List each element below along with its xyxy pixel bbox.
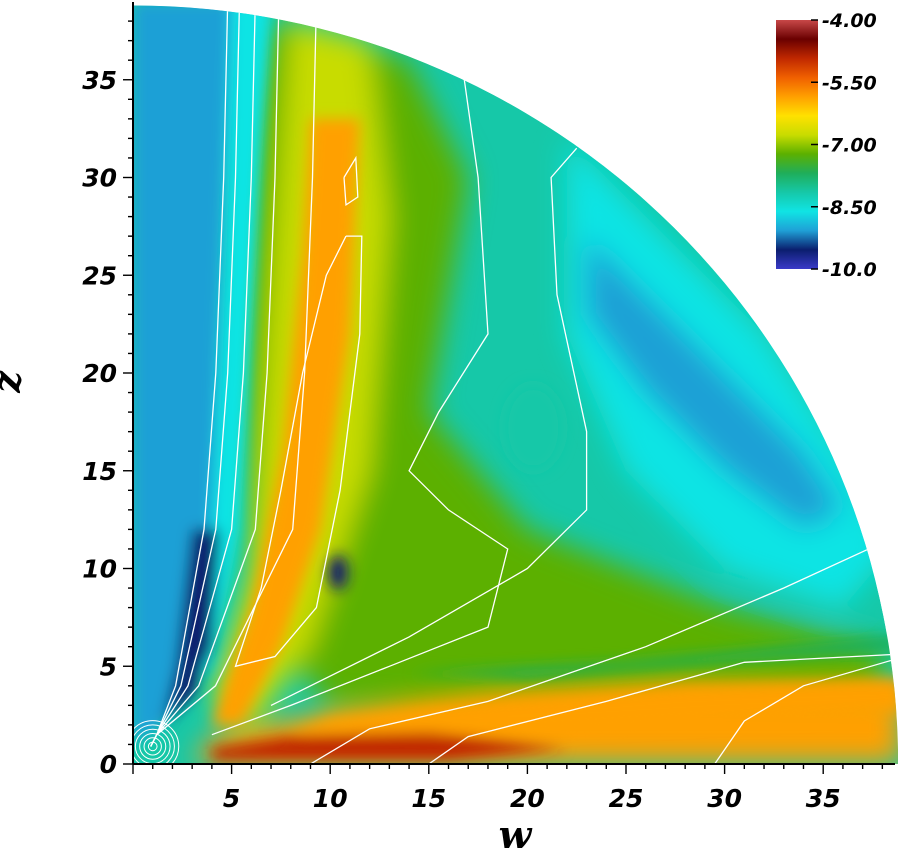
y-tick-label: 30: [82, 164, 117, 193]
region-disk-upper: [290, 678, 898, 733]
colorbar-tick-label: -5.50: [822, 72, 877, 94]
region-disk-green-strip: [409, 635, 898, 678]
colorbar: -4.00 -5.50 -7.00 -8.50 -10.0: [776, 10, 877, 281]
contour-origin-loop: [139, 733, 167, 760]
region-cyan-island: [503, 384, 563, 471]
colorbar-tick-label: -8.50: [822, 197, 877, 219]
x-tick-label: 35: [806, 784, 841, 813]
colorbar-tick-label: -10.0: [822, 259, 877, 281]
x-tick-label: 15: [411, 784, 446, 813]
axes: [123, 2, 895, 774]
contour-sheath: [211, 79, 509, 736]
contour-origin-loop: [133, 720, 180, 764]
y-tick-label: 0: [100, 750, 117, 779]
contour-disk-lower: [428, 653, 893, 764]
y-tick-label: 5: [100, 652, 117, 681]
x-tick-label: 5: [223, 784, 240, 813]
y-tick-label: 15: [82, 457, 117, 486]
contour-origin-loop: [147, 741, 158, 752]
contour-funnel: [234, 235, 363, 668]
y-tick-label: 35: [82, 66, 117, 95]
contour-origin-loop: [133, 724, 175, 764]
y-tick-labels: 0 5 10 15 20 25 30 35: [82, 66, 117, 779]
contour-disk-upper: [310, 536, 895, 764]
colorbar-tick-label: -7.00: [822, 135, 877, 157]
y-tick-label: 10: [82, 555, 117, 584]
contour-disk-outer: [714, 657, 898, 764]
region-dense-minimum: [586, 236, 843, 530]
y-tick-label: 20: [82, 359, 117, 388]
heatmap-field: [133, 5, 898, 764]
x-tick-labels: 5 10 15 20 25 30 35: [223, 784, 841, 813]
region-disk-core: [211, 732, 567, 761]
contour-funnel-island: [343, 155, 359, 207]
contour-origin-loop: [143, 737, 162, 756]
contour-outer: [270, 147, 588, 706]
x-tick-label: 20: [510, 784, 545, 813]
x-tick-label: 25: [609, 784, 644, 813]
region-funnel-wall: [211, 118, 360, 725]
x-tick-label: 30: [707, 784, 742, 813]
x-tick-label: 10: [313, 784, 348, 813]
region-jet-sheath: [231, 21, 883, 706]
contour-lines: [133, 5, 898, 764]
y-tick-label: 25: [82, 261, 117, 290]
x-axis-title: w: [499, 812, 533, 853]
colorbar-ticks: -4.00 -5.50 -7.00 -8.50 -10.0: [811, 10, 877, 281]
region-blue-blob: [328, 554, 348, 591]
colorbar-tick-label: -4.00: [822, 10, 877, 32]
contour-axis-5: [150, 5, 318, 747]
y-axis-title: z: [0, 370, 29, 394]
